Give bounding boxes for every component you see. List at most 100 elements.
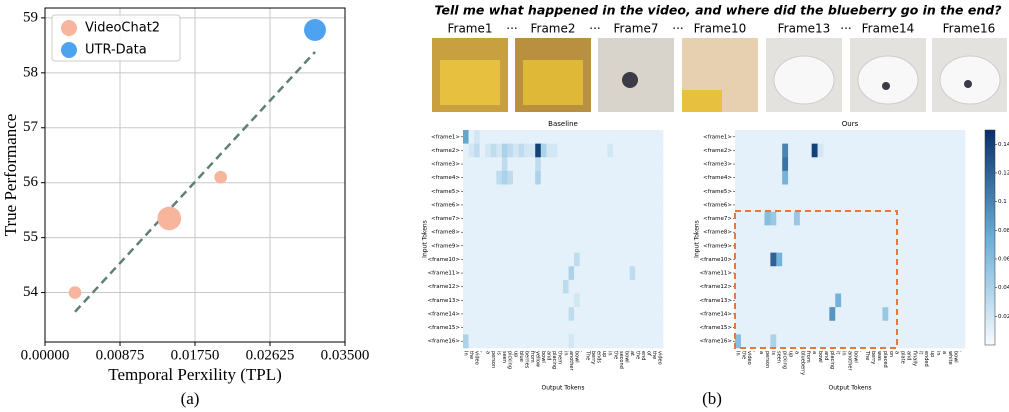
heat-cell: [782, 320, 789, 335]
heat-cell: [485, 198, 492, 213]
heat-cell: [959, 307, 966, 322]
heat-cell: [799, 157, 807, 172]
heat-cell: [468, 293, 475, 308]
heat-cell: [496, 293, 503, 308]
heat-cell: [513, 252, 519, 267]
heat-cell: [496, 157, 503, 172]
heat-cell: [585, 225, 592, 240]
heat-cell: [782, 279, 789, 294]
heat-cell: [876, 320, 883, 335]
heat-cell: [852, 211, 860, 226]
legend-label: VideoChat2: [85, 21, 160, 36]
column-label: from: [805, 351, 811, 363]
column-label: berry: [590, 351, 596, 364]
heat-cell: [629, 279, 636, 294]
heat-cell: [507, 266, 514, 281]
heat-cell: [947, 266, 954, 281]
heat-cell: [888, 239, 895, 253]
heat-cell: [941, 320, 948, 335]
heat-cell: [917, 252, 925, 267]
heat-cell: [574, 239, 580, 253]
heat-cell: [613, 252, 619, 267]
column-label: up: [788, 351, 794, 357]
column-label: the: [635, 351, 641, 359]
heat-cell: [490, 239, 497, 253]
heat-cell: [624, 320, 630, 335]
heat-cell: [629, 239, 636, 253]
heat-cell: [906, 170, 913, 185]
heat-cell: [463, 293, 469, 308]
heat-cell: [468, 157, 475, 172]
row-label: <frame13>: [427, 298, 460, 304]
heat-cell: [535, 307, 542, 322]
heat-cell: [770, 252, 777, 267]
heat-cell: [870, 184, 877, 199]
heat-cell: [607, 320, 614, 335]
heat-cell: [596, 157, 603, 172]
heat-cell: [540, 211, 547, 226]
heat-cell: [917, 184, 925, 199]
heat-cell: [793, 266, 801, 281]
column-label: blueberry: [799, 351, 805, 375]
heat-cell: [646, 293, 653, 308]
heat-cell: [463, 266, 469, 281]
heat-cell: [557, 211, 564, 226]
column-label: placing: [551, 351, 557, 369]
column-label: up: [601, 351, 607, 357]
heat-cell: [746, 252, 753, 267]
heat-cell: [776, 130, 783, 144]
heat-cell: [888, 293, 895, 308]
heat-cell: [900, 279, 907, 294]
heat-cell: [852, 320, 860, 335]
heat-cell: [911, 143, 919, 158]
heat-cell: [635, 266, 642, 281]
heat-cell: [776, 143, 783, 158]
heat-cell: [829, 130, 836, 144]
heat-cell: [563, 225, 569, 240]
heat-cell: [640, 225, 647, 240]
heat-cell: [817, 252, 824, 267]
column-label: video: [473, 351, 479, 365]
heat-cell: [782, 307, 789, 322]
heat-cell: [507, 307, 514, 322]
heat-cell: [923, 239, 930, 253]
heat-cell: [501, 143, 508, 158]
heat-cell: [929, 279, 936, 294]
heat-cell: [864, 239, 871, 253]
heat-cell: [764, 293, 771, 308]
heat-cell: [941, 170, 948, 185]
heat-cell: [463, 143, 469, 158]
heat-cell: [841, 320, 848, 335]
column-label: video: [657, 351, 663, 365]
heat-cell: [551, 170, 558, 185]
heat-cell: [799, 293, 807, 308]
heat-cell: [618, 239, 625, 253]
column-label: ,: [752, 351, 758, 353]
heat-cell: [858, 279, 866, 294]
heat-cell: [657, 170, 664, 185]
heat-cell: [607, 266, 614, 281]
heat-cell: [835, 307, 842, 322]
heat-cell: [864, 130, 871, 144]
heat-cell: [906, 157, 913, 172]
heat-cell: [764, 252, 771, 267]
heat-cell: [518, 225, 525, 240]
heat-cell: [835, 143, 842, 158]
heat-cell: [529, 143, 536, 158]
heat-cell: [529, 239, 536, 253]
heat-cell: [823, 252, 830, 267]
heat-cell: [496, 266, 503, 281]
heat-cell: [953, 198, 960, 213]
heat-cell: [864, 252, 871, 267]
heat-cell: [601, 320, 608, 335]
heat-cell: [479, 225, 486, 240]
heat-cell: [829, 239, 836, 253]
heat-cell: [501, 198, 508, 213]
heat-cell: [829, 307, 836, 322]
row-label: <frame4>: [703, 175, 732, 181]
column-label: end: [640, 351, 646, 360]
heat-cell: [629, 266, 636, 281]
heat-cell: [613, 198, 619, 213]
heat-cell: [585, 307, 592, 322]
heat-cell: [793, 170, 801, 185]
